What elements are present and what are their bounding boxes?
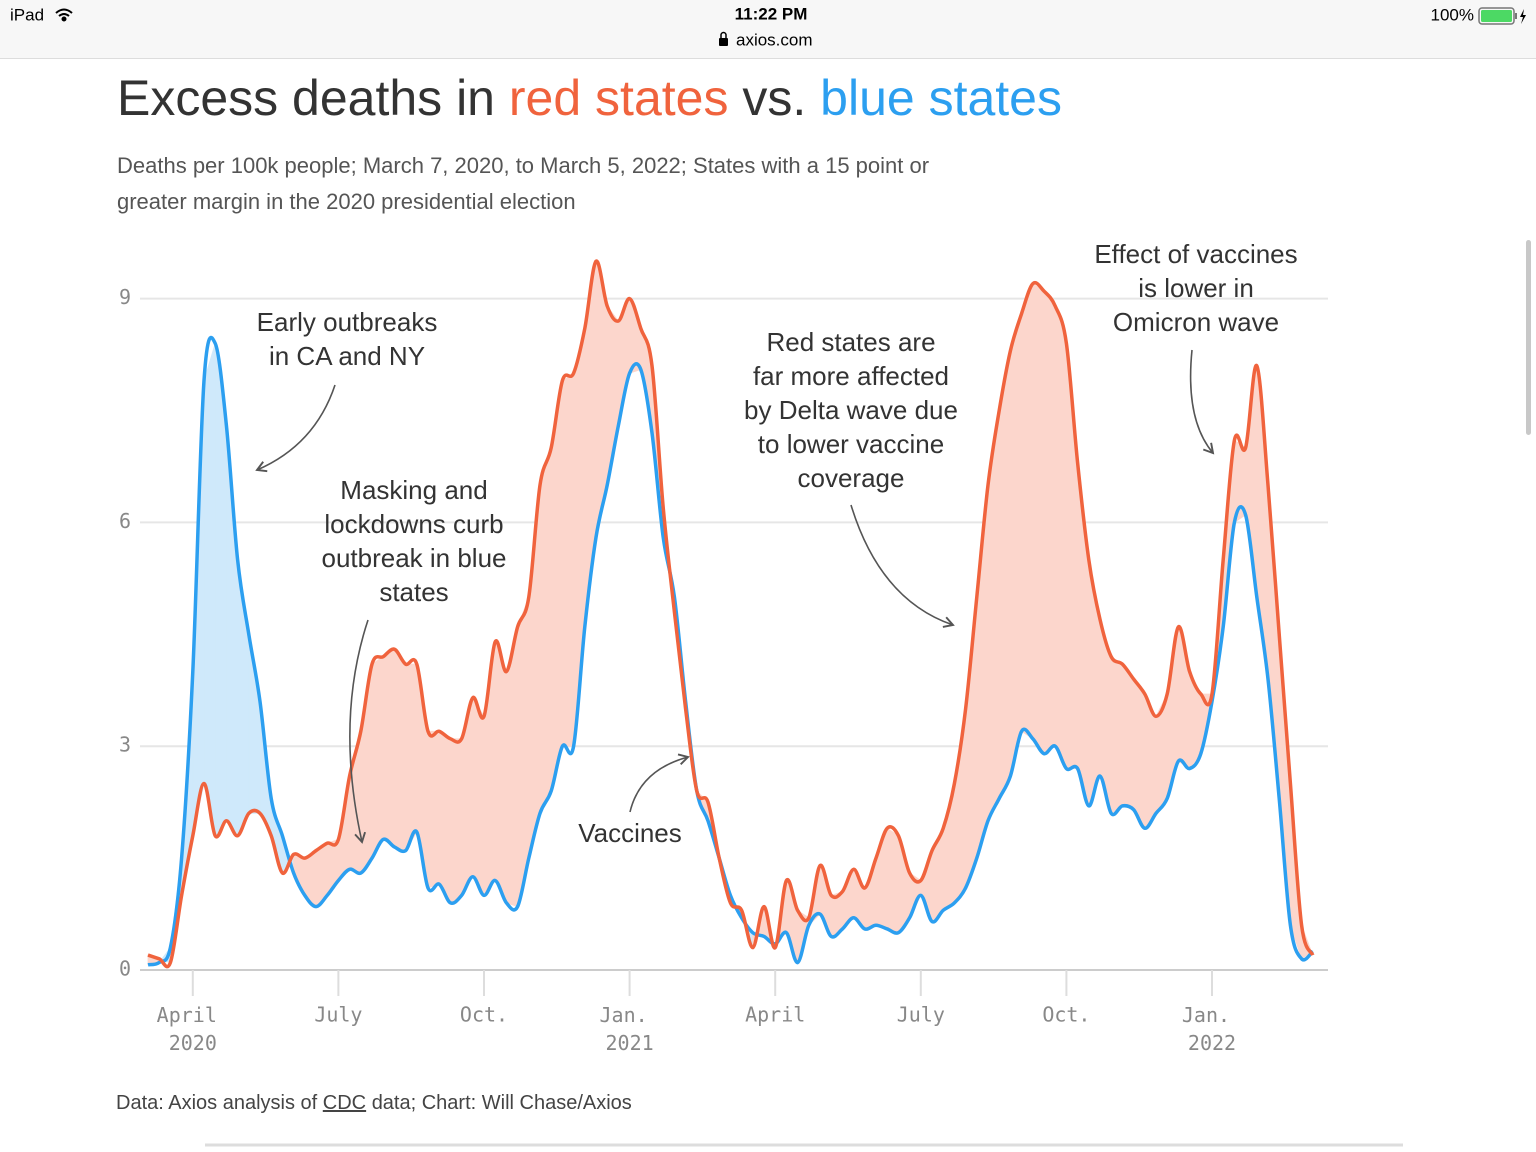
annotation: is lower in <box>1138 273 1254 303</box>
title-part: Excess deaths in <box>117 70 495 126</box>
url[interactable]: axios.com <box>736 30 813 49</box>
annotation: in CA and NY <box>269 341 425 371</box>
y-tick-label: 0 <box>119 957 131 981</box>
subtitle: Deaths per 100k people; March 7, 2020, t… <box>117 153 929 178</box>
gap-fill <box>438 730 451 905</box>
x-tick-label: July <box>897 1003 945 1027</box>
device-name: iPad <box>10 5 44 24</box>
x-tick-label: July <box>314 1003 362 1027</box>
annotation: Effect of vaccines <box>1094 239 1297 269</box>
x-tick-label: Jan. 2021 <box>599 1003 659 1055</box>
arrow <box>850 504 955 628</box>
annotation: Masking and <box>340 475 487 505</box>
source: Data: Axios analysis of CDC data; Chart:… <box>116 1092 632 1114</box>
subtitle: greater margin in the 2020 presidential … <box>117 189 576 214</box>
x-tick-label: Oct. <box>1042 1003 1090 1027</box>
gap-fill <box>405 663 418 853</box>
source-part: Data: Axios analysis of <box>116 1092 318 1114</box>
source-link[interactable]: CDC <box>323 1092 366 1114</box>
x-tick-label: April <box>745 1003 805 1027</box>
gap-fill <box>539 447 552 814</box>
y-tick-label: 9 <box>119 285 131 309</box>
annotation: to lower vaccine <box>758 429 944 459</box>
annotation: outbreak in blue <box>321 543 506 573</box>
gap-fill <box>203 343 216 836</box>
annotation: states <box>379 577 448 607</box>
gap-fill <box>1133 677 1146 830</box>
annotation: Red states are <box>766 327 935 357</box>
lock-icon <box>719 38 728 46</box>
gap-fill <box>998 350 1011 799</box>
x-tick-label: April 2020 <box>157 1003 229 1055</box>
gap-fill <box>450 738 462 904</box>
annotation: coverage <box>798 463 905 493</box>
gap-fill <box>1122 662 1134 811</box>
chart-title: Excess deaths in red states vs. blue sta… <box>117 70 1062 126</box>
gap-fill <box>494 641 507 904</box>
gap-fill <box>562 372 574 747</box>
arrow <box>1189 349 1215 455</box>
annotation: lockdowns curb <box>324 509 503 539</box>
lock-shackle <box>720 31 727 38</box>
annotation: far more affected <box>753 361 949 391</box>
annotation: Early outbreaks <box>257 307 438 337</box>
gap-fill <box>472 696 485 897</box>
arrow <box>349 619 369 844</box>
x-tick-label: Jan. 2022 <box>1182 1003 1242 1055</box>
battery-level: 100% <box>1431 5 1474 24</box>
title-blue: blue states <box>820 70 1062 126</box>
arrow <box>255 384 336 473</box>
gap-fill <box>1054 305 1067 769</box>
gap-fill <box>1032 282 1045 755</box>
title-red: red states <box>509 70 729 126</box>
gap-fill <box>1010 313 1022 777</box>
gap-fill <box>1021 283 1034 740</box>
title-part: vs. <box>742 70 806 126</box>
annotation: Vaccines <box>578 818 682 848</box>
status-bar <box>0 0 1536 58</box>
annotation: Omicron wave <box>1113 307 1279 337</box>
gap-fill <box>954 708 966 905</box>
gap-fill <box>394 648 406 852</box>
wifi-icon <box>55 8 73 22</box>
x-tick-label: Oct. <box>460 1003 508 1027</box>
annotation-arrows <box>255 349 1215 844</box>
battery-icon <box>1478 7 1526 25</box>
y-tick-label: 3 <box>119 733 131 757</box>
source-part: data; Chart: Will Chase/Axios <box>372 1092 632 1114</box>
annotation: by Delta wave due <box>744 395 958 425</box>
y-tick-label: 6 <box>119 509 131 533</box>
clock: 11:22 PM <box>735 4 808 23</box>
scrollbar <box>1526 240 1531 435</box>
plot: 0 3 6 9 April 2020 July Oct. Jan. 2021 April July… <box>119 239 1328 1055</box>
gap-fill <box>1043 289 1056 755</box>
gap-fill <box>886 827 899 934</box>
arrow <box>629 753 690 813</box>
gap-fill <box>371 655 384 860</box>
gap-fill <box>1110 655 1123 815</box>
gap-fill <box>427 730 440 889</box>
gap-fill <box>382 648 395 848</box>
